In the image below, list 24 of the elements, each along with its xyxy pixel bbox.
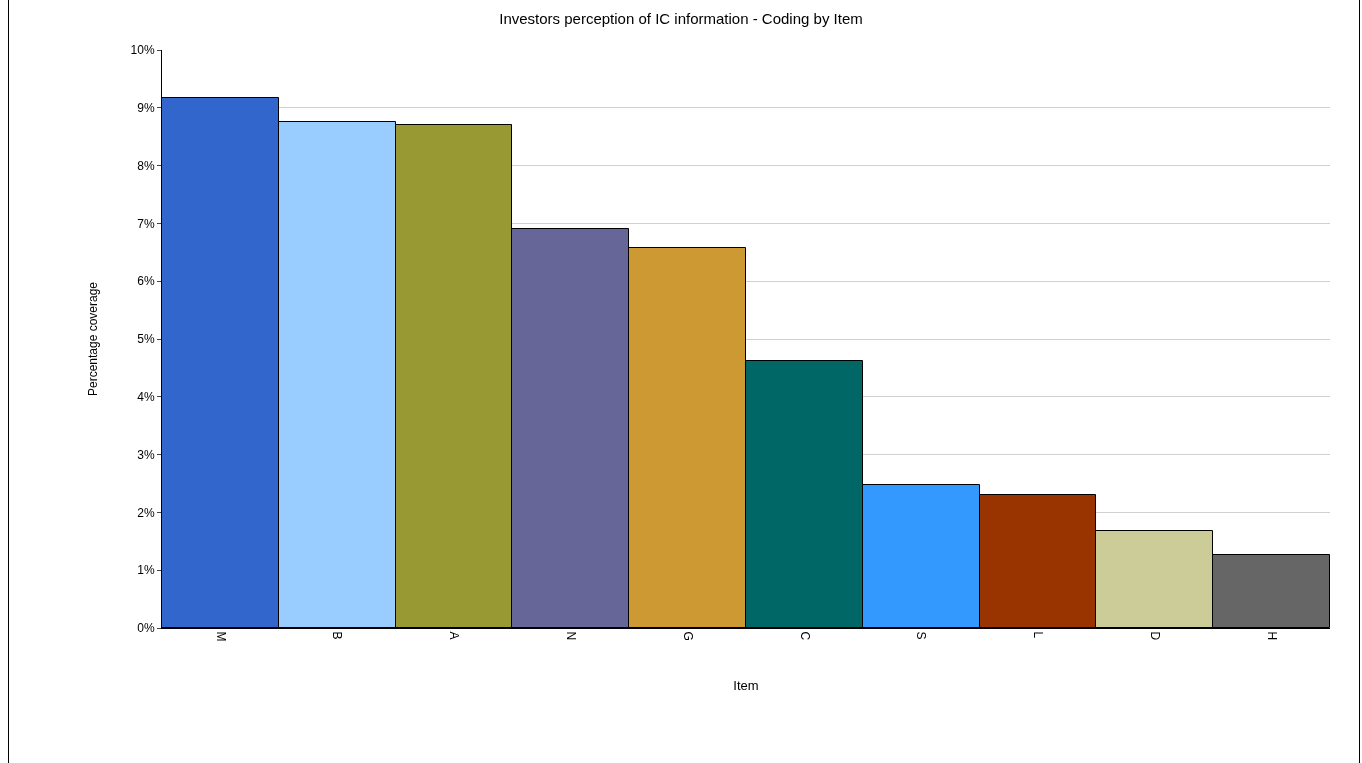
y-tick-label: 3%	[137, 447, 155, 462]
y-tick-label: 4%	[137, 390, 155, 404]
y-tick-label: 10%	[130, 43, 155, 58]
x-tick-label: L	[1031, 631, 1046, 639]
x-tick-label: D	[1147, 631, 1162, 641]
chart-title: Investors perception of IC information - Coding by Item	[499, 10, 863, 28]
y-tick-label: 2%	[137, 505, 155, 520]
y-tick-label: 1%	[137, 563, 155, 578]
y-tick-label: 0%	[137, 621, 155, 636]
x-tick-label: A	[447, 631, 462, 640]
y-tick-label: 7%	[137, 216, 155, 231]
x-tick-label: S	[914, 631, 929, 640]
y-tick-label: 8%	[137, 158, 155, 173]
x-tick-label: B	[330, 631, 345, 640]
x-tick-label: M	[213, 631, 228, 642]
y-tick-label: 5%	[137, 332, 155, 347]
y-tick-label: 6%	[137, 274, 155, 289]
x-tick-label: G	[680, 631, 695, 641]
y-axis-title: Percentage coverage	[85, 281, 100, 397]
y-tick-label: 9%	[137, 101, 155, 115]
x-tick-label: H	[1264, 631, 1279, 641]
x-tick-label: N	[563, 631, 578, 641]
x-tick-label: C	[797, 631, 812, 641]
x-axis-title: Item	[733, 678, 759, 693]
